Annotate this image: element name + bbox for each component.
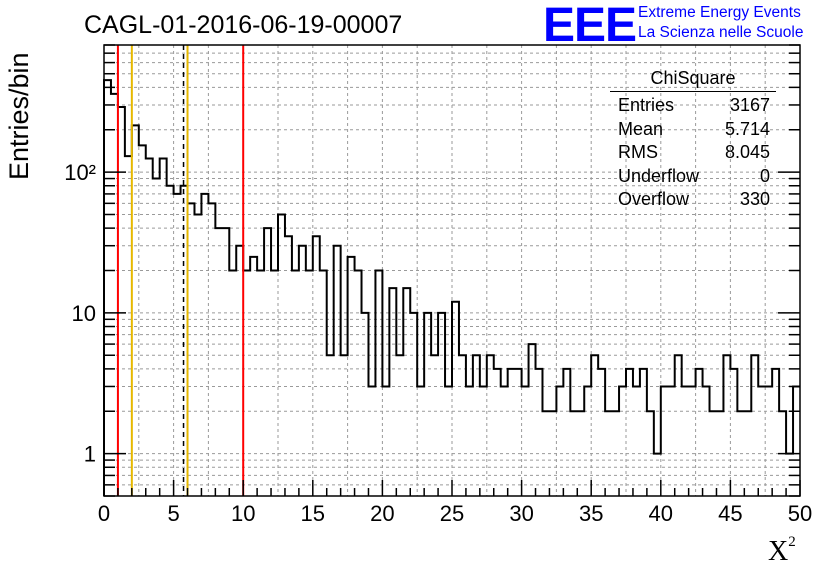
x-tick-label: 40: [649, 501, 673, 526]
eee-logo: EEE: [543, 0, 637, 52]
reference-lines: [116, 45, 245, 496]
stats-box: ChiSquare Entries 3167 Mean 5.714 RMS 8.…: [610, 68, 776, 212]
stats-row-underflow: Underflow 0: [610, 165, 776, 189]
y-tick-label: 1: [84, 442, 96, 467]
stats-value: 0: [759, 165, 770, 186]
axis-ticks: [103, 44, 801, 497]
x-tick-label: 25: [440, 501, 464, 526]
stats-label: Entries: [618, 95, 675, 115]
stats-value: 5.714: [724, 118, 770, 139]
x-tick-label: 30: [509, 501, 533, 526]
stats-value: 330: [739, 189, 770, 209]
stats-label: Mean: [618, 118, 664, 139]
x-tick-label: 20: [370, 501, 394, 526]
stats-label: Overflow: [618, 189, 690, 209]
tick-labels: 0 5 10 15 20 25 30 35 40 45 50 1 10 10²: [64, 160, 812, 526]
stats-row-mean: Mean 5.714: [610, 118, 776, 142]
x-tick-label: 10: [231, 501, 255, 526]
histogram-outline: [103, 79, 800, 496]
logo-subtitle-1: Extreme Energy Events: [638, 4, 801, 21]
x-tick-label: 45: [718, 501, 742, 526]
y-tick-label: 10²: [64, 160, 96, 185]
x-tick-label: 35: [579, 501, 603, 526]
x-tick-label: 15: [301, 501, 325, 526]
stats-value: 8.045: [724, 142, 770, 162]
x-tick-label: 5: [167, 501, 179, 526]
stats-label: Underflow: [618, 165, 700, 186]
stats-row-overflow: Overflow 330: [610, 188, 776, 212]
x-tick-label: 50: [788, 501, 812, 526]
stats-value: 3167: [729, 95, 770, 115]
y-axis-label: Entries/bin: [4, 52, 34, 180]
y-tick-label: 10: [72, 301, 96, 326]
plot-title: CAGL-01-2016-06-19-00007: [84, 11, 403, 39]
stats-label: RMS: [618, 142, 658, 162]
x-tick-label: 0: [98, 501, 110, 526]
stats-row-entries: Entries 3167: [610, 94, 776, 118]
x-axis-label: X2: [768, 533, 796, 567]
logo-subtitle-2: La Scienza nelle Scuole: [638, 24, 804, 41]
stats-title: ChiSquare: [610, 68, 776, 92]
stats-row-rms: RMS 8.045: [610, 141, 776, 165]
